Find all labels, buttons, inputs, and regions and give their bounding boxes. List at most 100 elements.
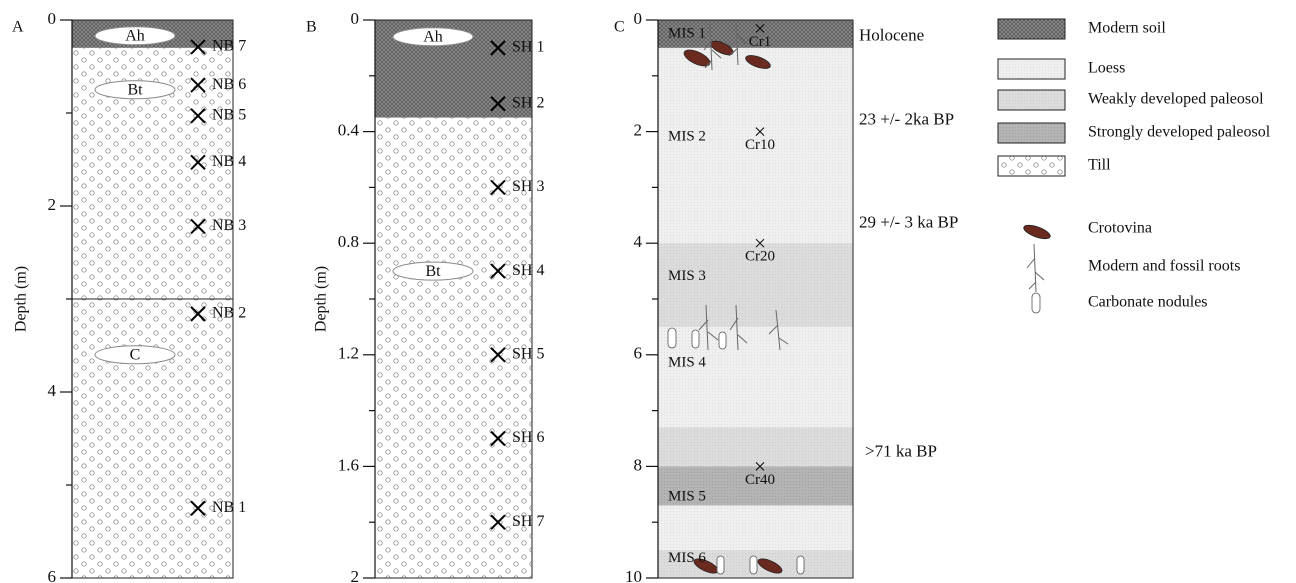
sample-label: NB 2 — [212, 305, 246, 322]
horizon-ellipse — [392, 27, 474, 47]
sample-label: SH 3 — [512, 178, 544, 195]
legend-swatch — [997, 89, 1066, 111]
sample-label: NB 3 — [212, 217, 246, 234]
stage-label: MIS 5 — [668, 489, 706, 505]
sample-label: SH 1 — [512, 39, 544, 56]
stage-label: MIS 6 — [668, 550, 706, 566]
dated-sample-label: Cr20 — [745, 249, 775, 265]
horizon-label: Ah — [423, 28, 443, 45]
legend-swatch — [997, 122, 1066, 144]
sample-mark — [490, 95, 506, 112]
layer — [658, 505, 853, 551]
dated-sample-label: Cr1 — [749, 34, 772, 50]
sample-label: SH 2 — [512, 94, 544, 111]
horizon-ellipse — [94, 80, 176, 100]
legend-label: Till — [1088, 157, 1111, 174]
stage-label: MIS 1 — [668, 25, 706, 41]
sample-mark — [190, 306, 206, 322]
horizon-ellipse — [94, 345, 176, 365]
dated-sample-mark — [755, 238, 765, 248]
y-tick-label: 0.8 — [338, 232, 359, 251]
age-label: >71 ka BP — [865, 441, 937, 460]
sample-label: NB 1 — [212, 499, 246, 516]
sample-mark — [490, 514, 506, 530]
legend-label: Loess — [1088, 60, 1125, 77]
legend-label: Modern soil — [1088, 20, 1166, 37]
symbol-label: Modern and fossil roots — [1088, 258, 1240, 275]
legend-swatch — [997, 58, 1066, 80]
dated-sample-mark — [755, 127, 765, 136]
age-label: 23 +/- 2ka BP — [859, 109, 954, 128]
sample-mark — [490, 430, 506, 447]
y-tick-label: 4 — [634, 232, 643, 251]
layer — [658, 466, 853, 506]
nodule-symbols — [667, 292, 1041, 575]
layer — [658, 326, 853, 428]
age-label: 29 +/- 3 ka BP — [859, 213, 958, 232]
horizon-label: Bt — [425, 263, 441, 280]
sample-label: SH 4 — [512, 262, 544, 279]
panel-label: C — [614, 19, 625, 36]
sample-label: NB 5 — [212, 106, 246, 123]
sample-mark — [190, 218, 206, 235]
horizon-ellipse — [392, 261, 474, 281]
root-symbols — [698, 21, 1045, 351]
horizon-label: C — [130, 346, 141, 363]
horizon-ellipse — [94, 26, 176, 46]
y-tick-label: 2 — [351, 567, 360, 583]
dated-sample-label: Cr10 — [745, 137, 775, 153]
y-tick-label: 4 — [48, 381, 57, 400]
layer — [658, 47, 853, 244]
panel-label: B — [306, 19, 317, 36]
dated-sample-mark — [755, 462, 765, 471]
sample-label: SH 5 — [512, 345, 544, 362]
stage-label: MIS 4 — [668, 355, 706, 371]
sample-mark — [190, 108, 206, 124]
panel-label: A — [12, 19, 24, 36]
y-tick-label: 0.4 — [338, 121, 360, 140]
horizon-label: Ah — [125, 27, 145, 44]
dated-sample-mark — [755, 24, 765, 33]
y-tick-label: 2 — [48, 195, 57, 214]
y-tick-label: 10 — [625, 567, 642, 583]
y-axis-label: Depth (m) — [13, 266, 30, 332]
sample-mark — [490, 347, 506, 363]
horizon-label: Bt — [127, 81, 143, 98]
y-axis-label: Depth (m) — [313, 266, 330, 332]
age-label: Holocene — [859, 26, 924, 45]
dated-sample-label: Cr40 — [745, 472, 775, 488]
y-tick-label: 1.2 — [338, 344, 359, 363]
y-tick-label: 1.6 — [338, 455, 359, 474]
stage-label: MIS 3 — [668, 268, 706, 284]
y-tick-label: 8 — [634, 455, 643, 474]
symbols — [683, 40, 1051, 574]
sample-mark — [490, 40, 506, 56]
sample-label: NB 4 — [212, 153, 246, 170]
legend-swatch — [997, 155, 1066, 177]
sample-mark — [190, 39, 206, 55]
sample-label: SH 7 — [512, 513, 544, 530]
layer — [658, 243, 853, 327]
sample-mark — [490, 263, 506, 279]
sample-mark — [190, 77, 206, 93]
layer — [375, 117, 532, 579]
sample-label: NB 7 — [212, 38, 246, 55]
legend-label: Weakly developed paleosol — [1088, 91, 1264, 108]
y-tick-label: 0 — [634, 9, 643, 28]
symbol-label: Carbonate nodules — [1088, 294, 1208, 311]
sample-label: SH 6 — [512, 429, 544, 446]
sample-mark — [190, 154, 206, 170]
y-tick-label: 2 — [634, 121, 643, 140]
sample-label: NB 6 — [212, 76, 246, 93]
layer — [72, 47, 233, 578]
symbol-label: Crotovina — [1088, 220, 1152, 237]
y-tick-label: 0 — [48, 9, 57, 28]
legend-label: Strongly developed paleosol — [1088, 124, 1271, 141]
y-tick-label: 0 — [351, 9, 360, 28]
stage-label: MIS 2 — [668, 129, 706, 145]
y-tick-label: 6 — [634, 344, 643, 363]
sample-mark — [490, 179, 506, 196]
layer — [658, 427, 853, 467]
